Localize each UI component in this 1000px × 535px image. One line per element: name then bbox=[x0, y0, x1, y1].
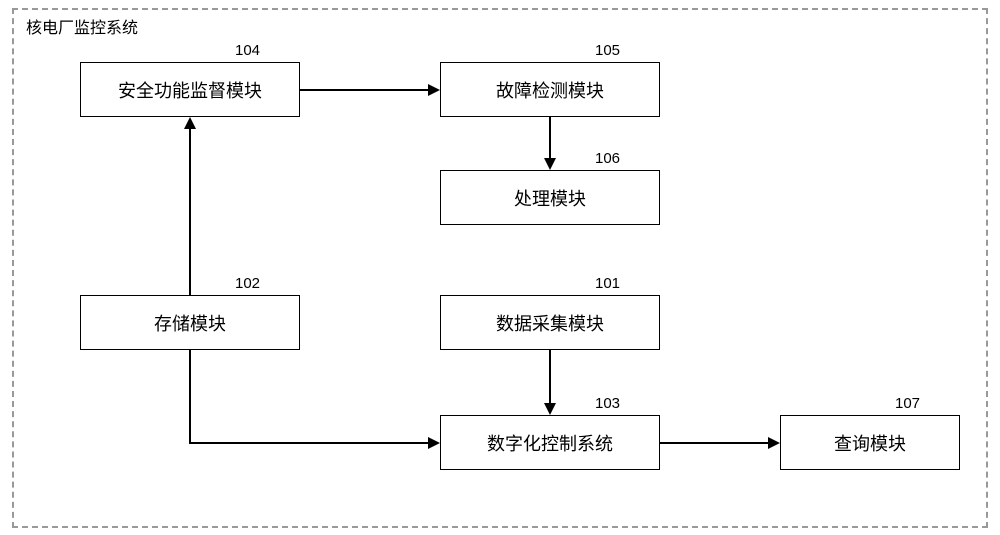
edge-segment bbox=[660, 442, 768, 444]
node-label-102: 102 bbox=[235, 275, 260, 292]
node-107: 查询模块 bbox=[780, 415, 960, 470]
edge-segment bbox=[549, 350, 551, 403]
node-102: 存储模块 bbox=[80, 295, 300, 350]
arrow-icon bbox=[428, 437, 440, 449]
node-text: 查询模块 bbox=[834, 430, 906, 456]
node-label-104: 104 bbox=[235, 42, 260, 59]
node-106: 处理模块 bbox=[440, 170, 660, 225]
edge-segment bbox=[189, 442, 428, 444]
node-103: 数字化控制系统 bbox=[440, 415, 660, 470]
edge-segment bbox=[189, 350, 191, 442]
node-text: 存储模块 bbox=[154, 310, 226, 336]
container-title: 核电厂监控系统 bbox=[22, 14, 142, 38]
edge-segment bbox=[300, 89, 428, 91]
edge-segment bbox=[549, 117, 551, 158]
node-label-107: 107 bbox=[895, 395, 920, 412]
node-text: 数据采集模块 bbox=[496, 310, 604, 336]
node-105: 故障检测模块 bbox=[440, 62, 660, 117]
node-label-106: 106 bbox=[595, 150, 620, 167]
node-label-105: 105 bbox=[595, 42, 620, 59]
node-101: 数据采集模块 bbox=[440, 295, 660, 350]
node-text: 安全功能监督模块 bbox=[118, 77, 262, 103]
node-text: 故障检测模块 bbox=[496, 77, 604, 103]
arrow-icon bbox=[544, 158, 556, 170]
node-104: 安全功能监督模块 bbox=[80, 62, 300, 117]
node-text: 数字化控制系统 bbox=[487, 430, 613, 456]
node-label-101: 101 bbox=[595, 275, 620, 292]
arrow-icon bbox=[544, 403, 556, 415]
edge-segment bbox=[189, 129, 191, 295]
node-label-103: 103 bbox=[595, 395, 620, 412]
node-text: 处理模块 bbox=[514, 185, 586, 211]
arrow-icon bbox=[184, 117, 196, 129]
arrow-icon bbox=[768, 437, 780, 449]
arrow-icon bbox=[428, 84, 440, 96]
